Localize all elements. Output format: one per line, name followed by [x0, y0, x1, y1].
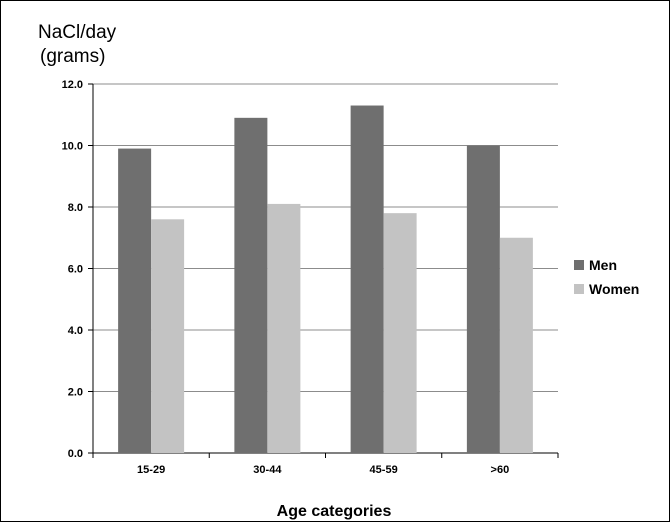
y-tick-labels: 0.0 2.0 4.0 6.0 8.0 10.0 12.0 — [62, 79, 83, 460]
y-tick-label: 0.0 — [68, 448, 83, 460]
y-tick-label: 12.0 — [62, 79, 83, 91]
bar-women-2 — [267, 203, 301, 453]
bar-men-2 — [234, 117, 268, 453]
legend-label-women: Women — [589, 281, 639, 297]
x-tick-label: 45-59 — [370, 464, 398, 476]
x-tick-labels: 15-29 30-44 45-59 >60 — [137, 464, 509, 476]
bar-men-4 — [466, 145, 500, 453]
y-tick-label: 8.0 — [68, 202, 83, 214]
legend-label-men: Men — [589, 257, 617, 273]
bar-women-4 — [499, 237, 533, 453]
y-tick-label: 10.0 — [62, 141, 83, 153]
x-tick-label: 15-29 — [137, 464, 165, 476]
x-tick-label: 30-44 — [253, 464, 282, 476]
legend-swatch-women — [574, 284, 584, 294]
y-axis-label-line-1: NaCl/day — [38, 22, 117, 43]
legend: Men Women — [574, 257, 639, 297]
legend-swatch-men — [574, 260, 584, 270]
y-tick-label: 2.0 — [68, 387, 83, 399]
bar-men-1 — [118, 148, 152, 453]
y-tick-label: 4.0 — [68, 325, 83, 337]
bars — [118, 105, 533, 454]
y-axis-label-line-2: (grams) — [40, 46, 105, 67]
bar-women-1 — [151, 219, 185, 453]
bar-men-3 — [350, 105, 384, 454]
bar-women-3 — [383, 213, 417, 453]
x-tick-label: >60 — [491, 464, 510, 476]
x-axis-label: Age categories — [277, 503, 392, 520]
y-axis-label: NaCl/day (grams) — [38, 22, 117, 67]
y-tick-label: 6.0 — [68, 264, 83, 276]
